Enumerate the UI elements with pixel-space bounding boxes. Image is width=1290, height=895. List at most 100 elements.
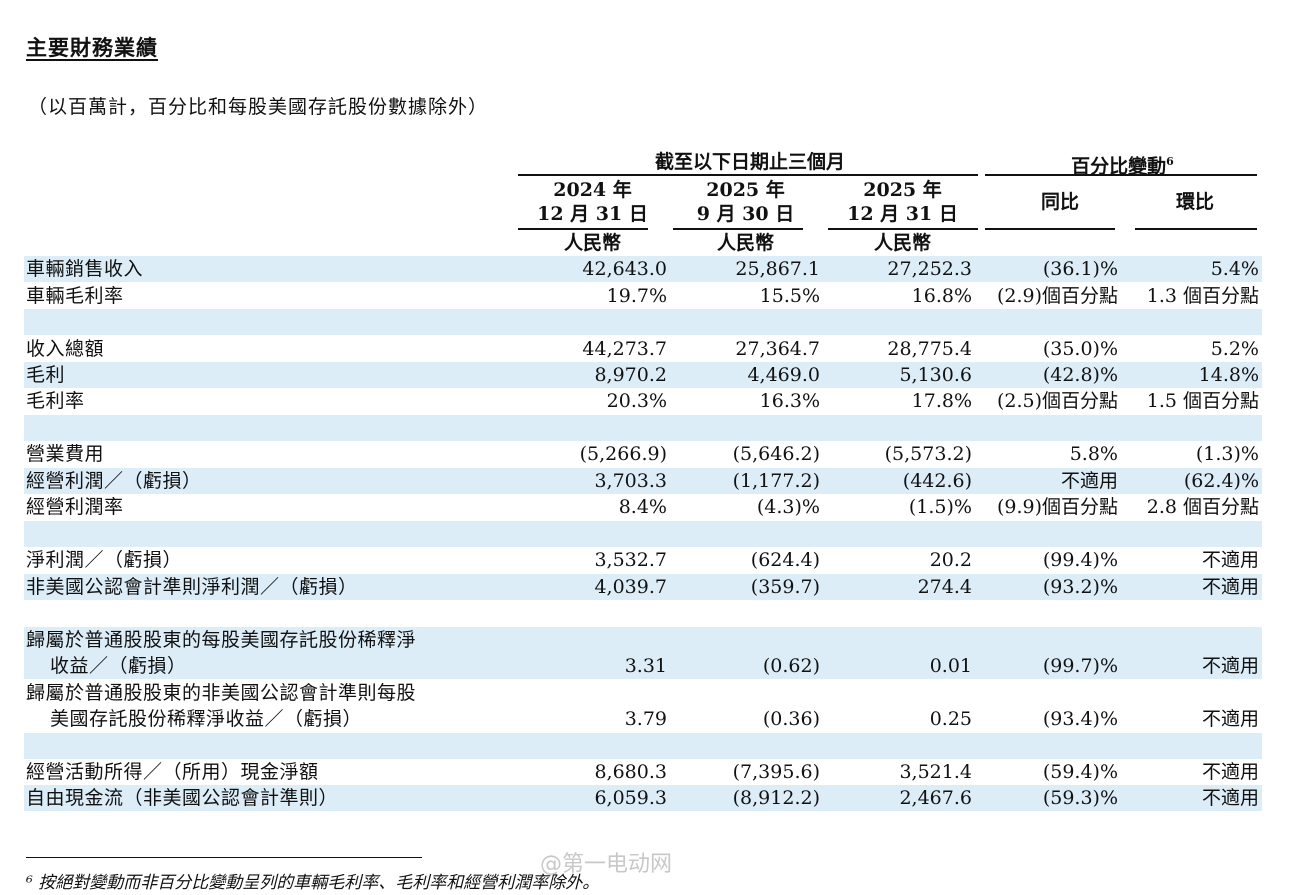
spacer-band [24, 521, 1262, 547]
col-rule-5 [1135, 228, 1257, 230]
table-row: 經營利潤／（虧損） 3,703.3 (1,177.2) (442.6) 不適用 … [24, 468, 1262, 494]
cell-value: 3.79 [624, 708, 667, 730]
cell-qoq: 不適用 [1201, 576, 1259, 598]
cell-yoy: (36.1)% [1042, 258, 1118, 280]
cell-qoq: 不適用 [1201, 761, 1259, 783]
spacer-band [24, 415, 1262, 441]
cell-qoq: 不適用 [1201, 655, 1259, 677]
col-rule-1 [518, 228, 648, 230]
cell-qoq: 5.2% [1210, 338, 1259, 360]
cell-yoy: (93.4)% [1042, 708, 1118, 730]
watermark: @第一电动网 [540, 852, 673, 877]
cell-value: 4,039.7 [594, 576, 667, 598]
cell-yoy: 5.8% [1069, 443, 1118, 465]
row-label: 自由現金流（非美國公認會計準則） [26, 787, 339, 809]
col4-header: 同比 [1040, 191, 1079, 213]
cell-value: 3,532.7 [594, 549, 667, 571]
row-label: 經營利潤率 [26, 496, 124, 518]
cell-yoy: (9.9)個百分點 [996, 496, 1118, 518]
row-band [24, 256, 1262, 282]
spacer-band [24, 309, 1262, 335]
table-row: 經營利潤率 8.4% (4.3)% (1.5)% (9.9)個百分點 2.8 個… [24, 494, 1262, 520]
cell-value: 3.31 [624, 655, 667, 677]
row-label: 歸屬於普通股股東的每股美國存託股份稀釋淨 [26, 629, 417, 651]
cell-yoy: (42.8)% [1042, 364, 1118, 386]
row-label-continued: 美國存託股份稀釋淨收益／（虧損） [50, 708, 363, 730]
cell-value: 15.5% [759, 285, 820, 307]
col5-header: 環比 [1175, 191, 1214, 213]
row-label: 歸屬於普通股股東的非美國公認會計準則每股 [26, 682, 417, 704]
cell-yoy: (35.0)% [1042, 338, 1118, 360]
cell-value: 27,252.3 [887, 258, 972, 280]
cell-value: 4,469.0 [747, 364, 820, 386]
row-band [24, 785, 1262, 811]
cell-value: (5,573.2) [884, 443, 972, 465]
cell-value: (1,177.2) [732, 470, 820, 492]
cell-value: 6,059.3 [594, 787, 667, 809]
row-band [24, 468, 1262, 494]
col-rule-2 [673, 228, 803, 230]
table-row: 非美國公認會計準則淨利潤／（虧損） 4,039.7 (359.7) 274.4 … [24, 574, 1262, 600]
row-label: 毛利率 [26, 390, 85, 412]
cell-yoy: (99.7)% [1042, 655, 1118, 677]
cell-yoy: (99.4)% [1042, 549, 1118, 571]
table-row: 車輛毛利率 19.7% 15.5% 16.8% (2.9)個百分點 1.3 個百… [24, 283, 1262, 309]
cell-qoq: (1.3)% [1195, 443, 1259, 465]
cell-value: (1.5)% [908, 496, 972, 518]
cell-value: 3,521.4 [899, 761, 972, 783]
cell-value: 19.7% [606, 285, 667, 307]
cell-value: 274.4 [917, 576, 972, 598]
cell-value: 3,703.3 [594, 470, 667, 492]
cell-qoq: 不適用 [1201, 787, 1259, 809]
table-row: 淨利潤／（虧損） 3,532.7 (624.4) 20.2 (99.4)% 不適… [24, 547, 1262, 573]
cell-value: 27,364.7 [735, 338, 820, 360]
cell-value: (0.36) [762, 708, 820, 730]
group-rule-period [518, 174, 978, 176]
cell-qoq: 不適用 [1201, 708, 1259, 730]
cell-qoq: 5.4% [1210, 258, 1259, 280]
spacer-band [24, 733, 1262, 759]
cell-value: 8,680.3 [594, 761, 667, 783]
table-row: 自由現金流（非美國公認會計準則） 6,059.3 (8,912.2) 2,467… [24, 785, 1262, 811]
cell-value: 25,867.1 [735, 258, 820, 280]
currency-label-3: 人民幣 [873, 232, 931, 254]
page-title: 主要財務業績 [26, 35, 158, 60]
cell-value: 44,273.7 [582, 338, 667, 360]
cell-value: (8,912.2) [732, 787, 820, 809]
table-row: 收入總額 44,273.7 27,364.7 28,775.4 (35.0)% … [24, 336, 1262, 362]
footnote: ⁶ 按絕對變動而非百分比變動呈列的車輛毛利率、毛利率和經營利潤率除外。 [26, 873, 600, 893]
cell-yoy: (2.9)個百分點 [996, 285, 1118, 307]
col-rule-4 [985, 228, 1115, 230]
cell-value: (0.62) [762, 655, 820, 677]
cell-qoq: 不適用 [1201, 549, 1259, 571]
row-label: 車輛毛利率 [26, 285, 124, 307]
col1-header: 2024 年 12 月 31 日 [537, 179, 648, 225]
cell-yoy: (93.2)% [1042, 576, 1118, 598]
group-header-period: 截至以下日期止三個月 [654, 151, 845, 173]
cell-yoy: (59.3)% [1042, 787, 1118, 809]
table-row: 經營活動所得／（所用）現金淨額 8,680.3 (7,395.6) 3,521.… [24, 759, 1262, 785]
cell-value: 16.8% [911, 285, 972, 307]
group-rule-change [985, 174, 1257, 176]
cell-value: (5,266.9) [579, 443, 667, 465]
row-label: 淨利潤／（虧損） [26, 549, 183, 571]
cell-value: 8.4% [618, 496, 667, 518]
row-band [24, 362, 1262, 388]
row-label: 毛利 [26, 364, 66, 386]
table-row: 毛利 8,970.2 4,469.0 5,130.6 (42.8)% 14.8% [24, 362, 1262, 388]
row-label: 經營活動所得／（所用）現金淨額 [26, 761, 319, 783]
col-rule-3 [828, 228, 978, 230]
cell-qoq: (62.4)% [1183, 470, 1259, 492]
cell-qoq: 1.3 個百分點 [1146, 285, 1259, 307]
cell-qoq: 1.5 個百分點 [1146, 390, 1259, 412]
footnote-rule [26, 857, 422, 858]
row-label: 營業費用 [26, 443, 105, 465]
spacer-band [24, 627, 1262, 679]
cell-value: 28,775.4 [887, 338, 972, 360]
cell-value: 0.25 [929, 708, 972, 730]
cell-qoq: 2.8 個百分點 [1146, 496, 1259, 518]
cell-value: 20.3% [606, 390, 667, 412]
group-header-change: 百分比變動6 [1071, 155, 1174, 178]
row-label: 車輛銷售收入 [26, 258, 144, 280]
cell-value: 8,970.2 [594, 364, 667, 386]
